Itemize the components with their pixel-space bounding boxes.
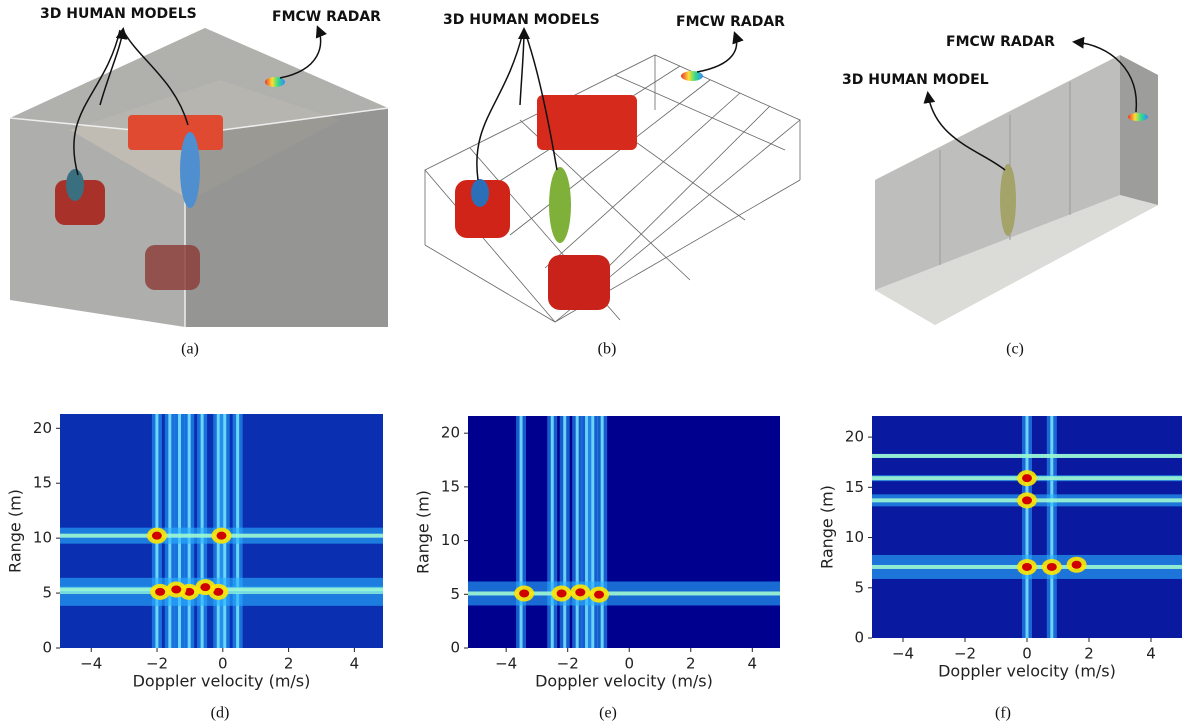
x-tick-label: 2: [1084, 645, 1094, 663]
x-tick-label: 2: [686, 655, 696, 673]
caption: (c): [1006, 341, 1024, 358]
range-band: [872, 453, 1182, 458]
doppler-streak: [575, 416, 579, 648]
x-tick-label: 4: [1146, 645, 1156, 663]
y-tick-label: 20: [33, 419, 52, 437]
x-tick-label: −4: [80, 655, 102, 673]
heatmap: [872, 416, 1182, 638]
x-tick-label: −2: [557, 655, 579, 673]
y-tick-label: 0: [42, 639, 52, 657]
hotspot: [200, 583, 211, 592]
y-tick-label: 10: [33, 529, 52, 547]
hotspot: [575, 588, 586, 597]
x-tick-label: 0: [1022, 645, 1032, 663]
y-tick-label: 0: [450, 639, 460, 657]
hotspot: [155, 587, 166, 596]
heatmap-background: [468, 416, 780, 648]
heatmap-plot: −4 −2 0 2 4 0 5 10 15 20 Doppler velocity (m/s) Ran…: [6, 414, 383, 722]
hotspot: [184, 587, 195, 596]
hotspot: [1046, 562, 1057, 571]
x-tick-label: 4: [350, 655, 360, 673]
x-tick-label: 0: [218, 655, 228, 673]
doppler-streak: [591, 416, 595, 648]
doppler-streak: [519, 416, 523, 648]
hotspot: [1071, 560, 1082, 569]
annotation: 3D HUMAN MODELS: [40, 6, 197, 22]
hotspot: [594, 590, 605, 599]
caption: (b): [598, 341, 617, 358]
hotspot: [556, 589, 567, 598]
y-tick-label: 10: [845, 528, 864, 546]
doppler-streak: [1025, 416, 1029, 638]
annotation: FMCW RADAR: [272, 9, 381, 25]
hotspot: [216, 531, 227, 540]
y-tick-label: 20: [845, 428, 864, 446]
hotspot: [151, 531, 162, 540]
doppler-streak: [585, 416, 589, 648]
annotation: 3D HUMAN MODEL: [842, 72, 989, 88]
doppler-streak: [600, 416, 604, 648]
hotspot: [1022, 474, 1032, 483]
x-tick-label: 0: [624, 655, 634, 673]
y-tick-label: 10: [441, 531, 460, 549]
hotspot: [1022, 496, 1032, 505]
caption: (e): [599, 705, 617, 722]
hotspot: [519, 589, 530, 598]
heatmap: [468, 416, 780, 648]
scene-c: FMCW RADAR 3D HUMAN MODEL (c): [842, 34, 1158, 358]
x-tick-label: −2: [146, 655, 168, 673]
x-tick-label: −2: [954, 645, 976, 663]
caption: (f): [995, 705, 1011, 722]
scene-b-objects: 3D HUMAN MODELS FMCW RADAR (b): [443, 12, 785, 358]
heatmap-plot: −4 −2 0 2 4 0 5 10 15 20 Doppler velocity (m/s) Ran…: [414, 416, 780, 722]
y-tick-label: 15: [33, 474, 52, 492]
y-axis-label: Range (m): [414, 490, 433, 574]
hotspot: [213, 587, 224, 596]
y-tick-label: 5: [42, 584, 52, 602]
caption: (d): [211, 705, 230, 722]
doppler-streak: [1050, 416, 1054, 638]
heatmap: [60, 414, 383, 648]
y-tick-label: 15: [845, 478, 864, 496]
x-tick-label: 4: [748, 655, 758, 673]
x-axis-label: Doppler velocity (m/s): [938, 662, 1116, 681]
y-tick-label: 15: [441, 477, 460, 495]
caption: (a): [181, 341, 199, 358]
annotation: FMCW RADAR: [676, 14, 785, 30]
annotation: 3D HUMAN MODELS: [443, 12, 600, 28]
doppler-streak: [550, 416, 554, 648]
x-tick-label: −4: [892, 645, 914, 663]
hotspot: [171, 585, 182, 594]
x-axis-label: Doppler velocity (m/s): [133, 672, 311, 691]
x-tick-label: −4: [495, 655, 517, 673]
range-band: [468, 591, 780, 596]
x-tick-label: 2: [284, 655, 294, 673]
y-tick-label: 5: [854, 578, 864, 596]
scene-a: 3D HUMAN MODELS FMCW RADAR (a): [9, 6, 389, 358]
y-tick-label: 20: [441, 424, 460, 442]
x-axis-label: Doppler velocity (m/s): [535, 672, 713, 691]
hotspot: [1022, 562, 1032, 571]
y-tick-label: 0: [854, 629, 864, 647]
y-tick-label: 5: [450, 585, 460, 603]
doppler-streak: [563, 416, 567, 648]
heatmap-plot: −4 −2 0 2 4 0 5 10 15 20 Doppler velocity (m/s) Ran…: [818, 416, 1182, 722]
y-axis-label: Range (m): [818, 485, 837, 569]
annotation: FMCW RADAR: [946, 34, 1055, 50]
y-axis-label: Range (m): [6, 489, 25, 573]
